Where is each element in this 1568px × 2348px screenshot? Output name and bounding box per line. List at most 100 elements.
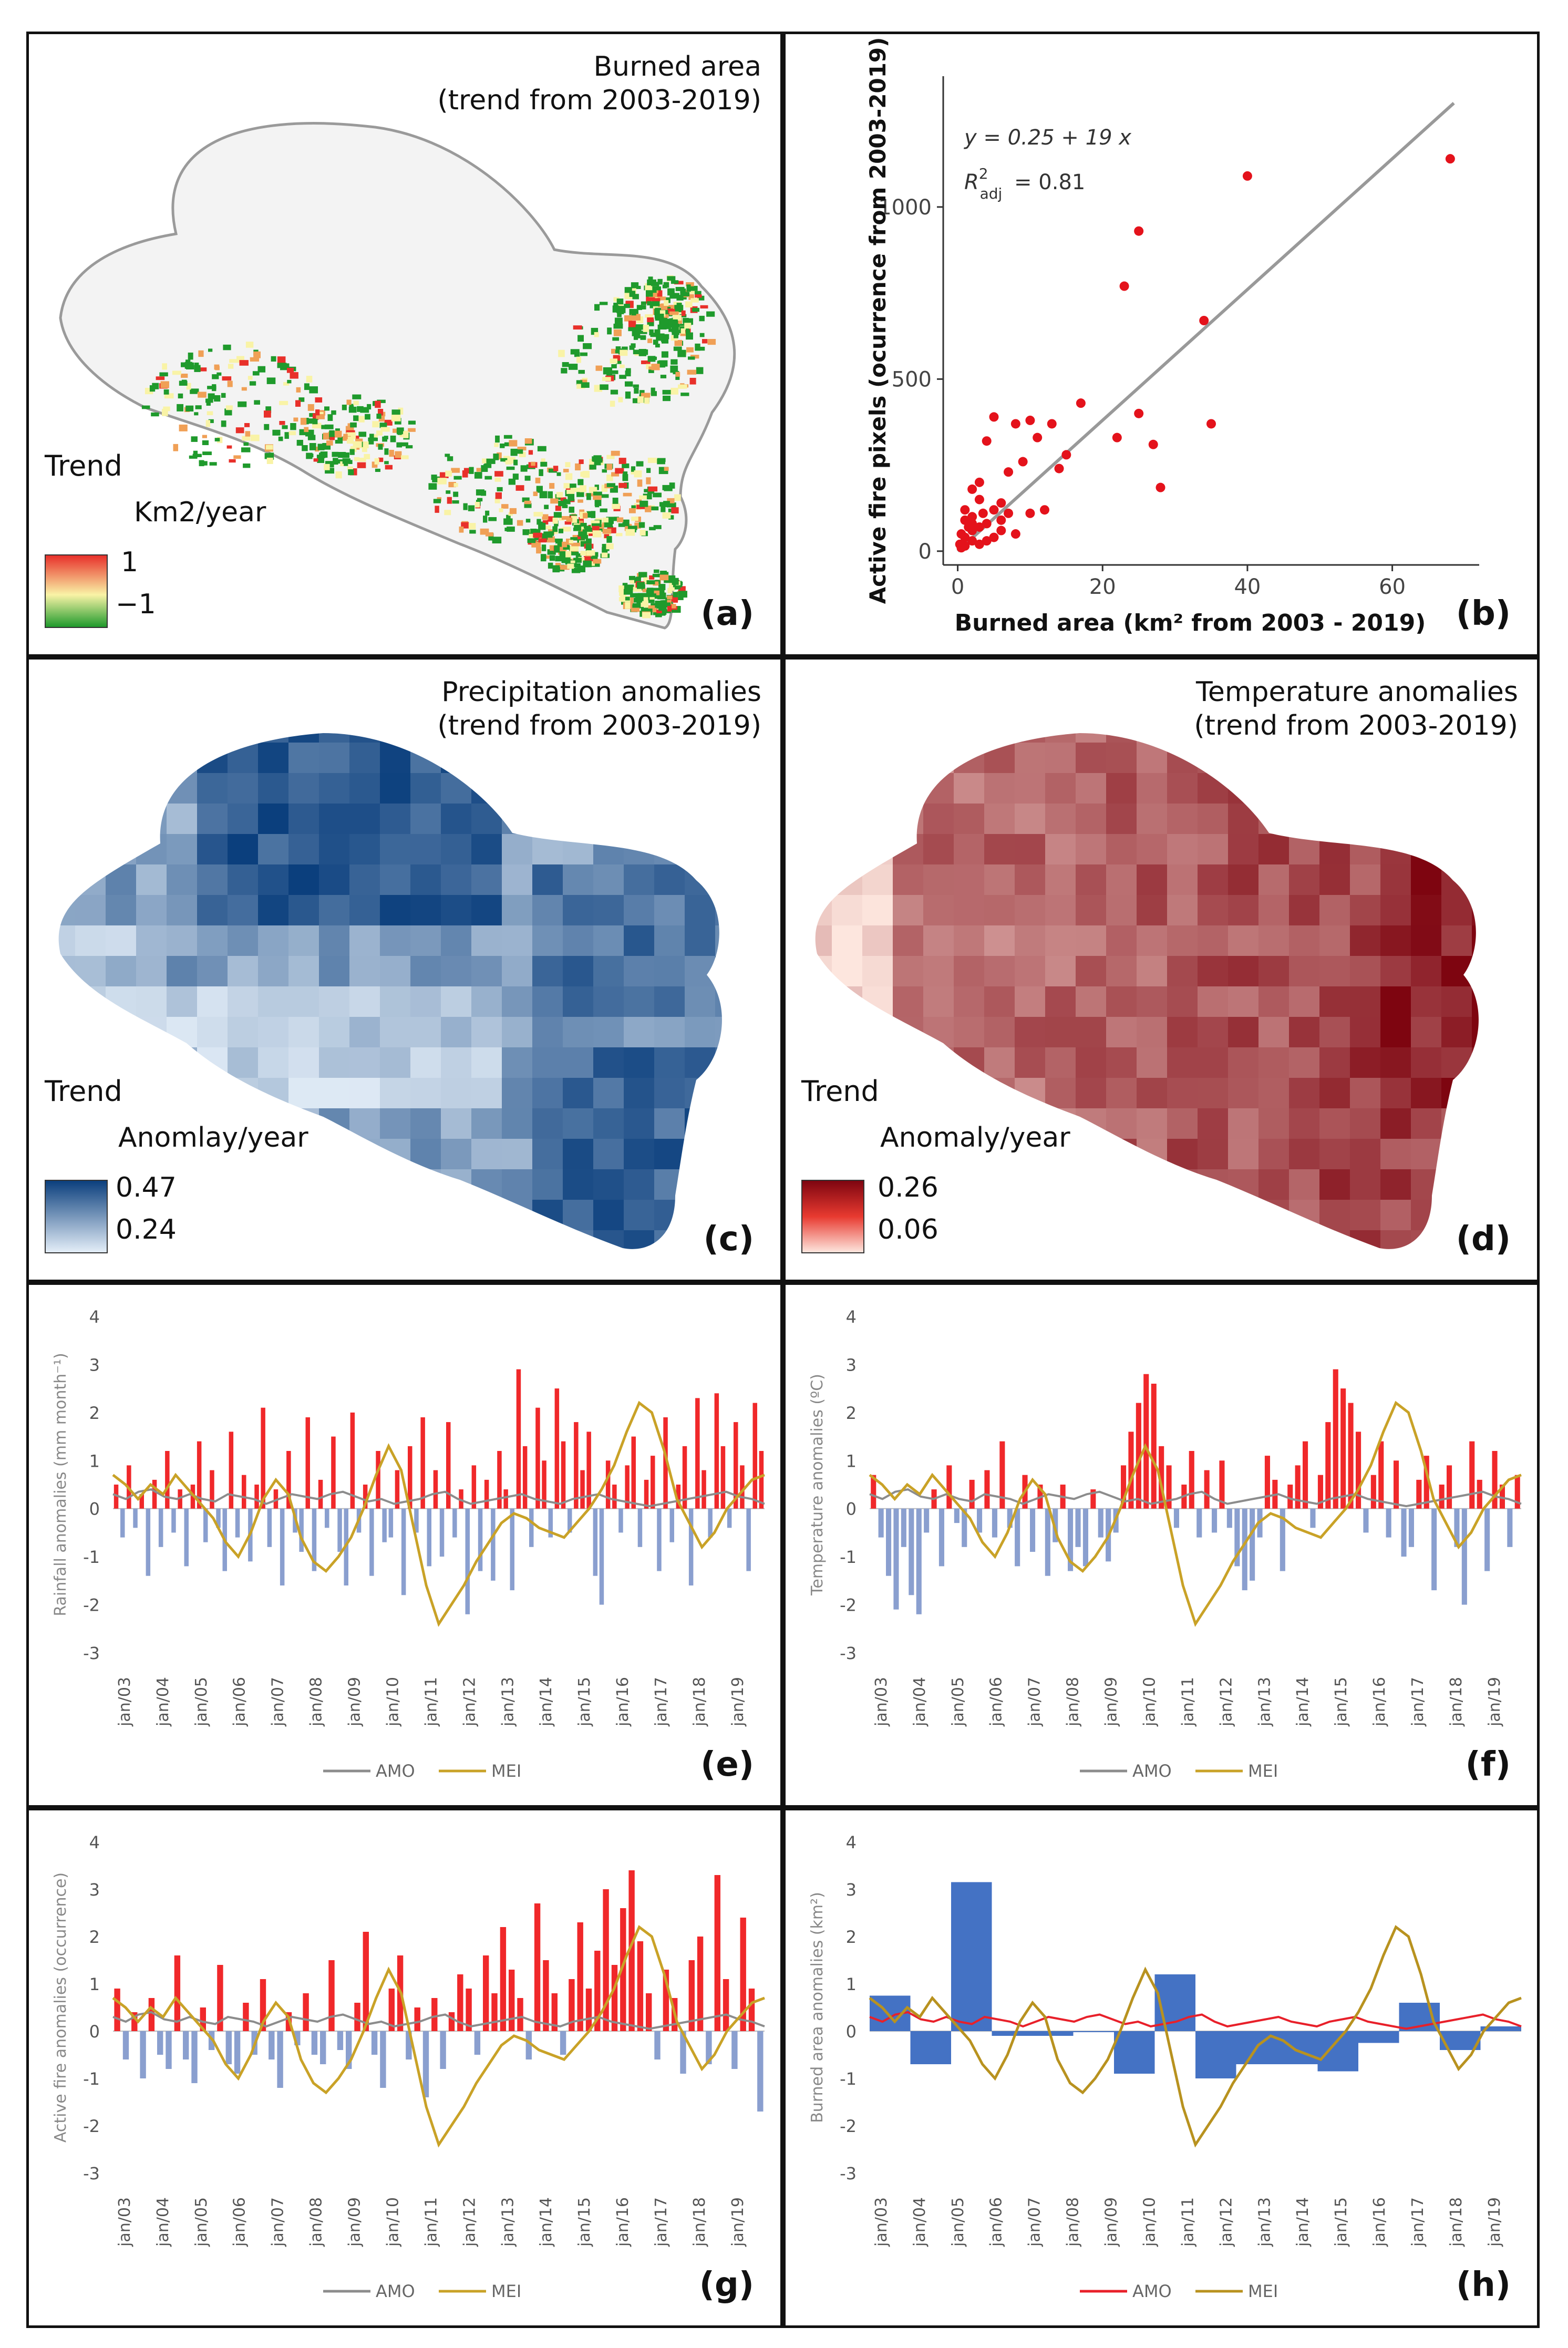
burned-pixel — [673, 315, 682, 321]
scatter-point — [1061, 450, 1071, 460]
grid-cell — [1228, 986, 1258, 1017]
panel-c-precipitation-map: Precipitation anomalies (trend from 2003… — [26, 657, 783, 1282]
burned-pixel — [352, 394, 362, 399]
burned-pixel — [560, 565, 570, 570]
anomaly-bar — [517, 1998, 523, 2031]
burned-pixel — [575, 553, 582, 558]
grid-cell — [685, 1261, 715, 1282]
grid-cell — [288, 1200, 319, 1230]
grid-cell — [685, 743, 715, 773]
grid-cell — [923, 804, 954, 834]
burned-pixel — [552, 565, 560, 573]
grid-cell — [1411, 1108, 1441, 1139]
burned-pixel — [194, 363, 199, 366]
grid-cell — [1319, 804, 1350, 834]
grid-cell — [1045, 1200, 1076, 1230]
anomaly-bar — [731, 2031, 738, 2069]
panel-d-legend-min: 0.06 — [878, 1214, 938, 1245]
grid-cell — [502, 1169, 532, 1200]
panel-d-legend-title: Trend — [801, 1075, 879, 1108]
burned-pixel — [296, 440, 303, 446]
x-tick-label: jan/07 — [1026, 1677, 1044, 1727]
grid-cell — [136, 773, 167, 804]
grid-cell — [532, 804, 563, 834]
burned-pixel — [307, 418, 316, 424]
burned-pixel — [612, 337, 620, 341]
burned-pixel — [586, 493, 591, 500]
burned-pixel — [555, 555, 565, 562]
burned-pixel — [396, 442, 403, 448]
anomaly-bar — [1114, 2031, 1155, 2074]
burned-pixel — [357, 462, 366, 468]
grid-cell — [984, 1200, 1015, 1230]
burned-pixel — [637, 595, 646, 601]
anomaly-bar — [663, 1417, 668, 1509]
grid-cell — [593, 1169, 624, 1200]
grid-cell — [1198, 1200, 1228, 1230]
burned-pixel — [618, 458, 626, 464]
anomaly-bar — [114, 1989, 120, 2031]
burned-pixel — [379, 423, 387, 428]
anomaly-bar — [1075, 1508, 1081, 1547]
burned-pixel — [555, 506, 561, 511]
y-tick-label: 1 — [846, 1451, 857, 1471]
burned-pixel — [353, 441, 362, 448]
grid-cell — [1137, 1078, 1167, 1108]
burned-pixel — [620, 349, 628, 356]
grid-cell — [319, 1169, 349, 1200]
grid-cell — [75, 743, 106, 773]
grid-cell — [136, 804, 167, 834]
grid-cell — [715, 925, 722, 956]
burned-pixel — [513, 459, 518, 466]
grid-cell — [75, 925, 106, 956]
burned-pixel — [195, 405, 202, 409]
burned-pixel — [589, 487, 597, 493]
anomaly-bar — [1492, 1451, 1498, 1509]
burned-pixel — [659, 310, 666, 317]
grid-cell — [1076, 925, 1106, 956]
burned-pixel — [594, 304, 600, 311]
y-axis-label: Active fire pixels (ocurrence from 2003-… — [865, 37, 891, 604]
burned-pixel — [668, 308, 675, 314]
grid-cell — [75, 1017, 106, 1047]
grid-cell — [832, 986, 862, 1017]
grid-cell — [502, 864, 532, 895]
burned-pixel — [631, 607, 640, 612]
grid-cell — [380, 895, 410, 925]
burned-pixel — [484, 476, 492, 480]
grid-cell — [1228, 956, 1258, 986]
grid-cell — [1411, 1230, 1441, 1249]
burned-pixel — [401, 455, 409, 459]
x-tick-label: jan/03 — [116, 1677, 134, 1727]
grid-cell — [815, 773, 832, 804]
burned-pixel — [313, 458, 318, 462]
burned-pixel — [452, 500, 459, 504]
grid-cell — [1289, 986, 1319, 1017]
burned-pixel — [593, 559, 602, 564]
grid-cell — [197, 864, 228, 895]
grid-cell — [380, 834, 410, 864]
grid-cell — [1411, 956, 1441, 986]
grid-cell — [1350, 1047, 1380, 1078]
y-tick-label: 1000 — [878, 195, 932, 220]
panel-g-active-fire-anomalies: -3 -2 -1 0 1 2 3 4 Active fire anomalies (occurr… — [26, 1808, 783, 2328]
grid-cell — [532, 864, 563, 895]
burned-pixel — [522, 497, 530, 502]
burned-pixel — [474, 472, 482, 479]
grid-cell — [1137, 804, 1167, 834]
grid-cell — [1350, 773, 1380, 804]
scatter-point — [1076, 398, 1086, 408]
burned-pixel — [504, 442, 512, 447]
burned-pixel — [225, 405, 233, 410]
burned-pixel — [647, 338, 653, 343]
y-axis-label: Burned area anomalies (km²) — [808, 1892, 827, 2123]
grid-cell — [815, 986, 832, 1017]
burned-pixel — [453, 483, 458, 487]
grid-cell — [984, 733, 1015, 743]
burned-pixel — [378, 444, 383, 450]
x-tick-label: jan/05 — [949, 2197, 967, 2247]
grid-cell — [1411, 1017, 1441, 1047]
grid-cell — [288, 743, 319, 773]
x-tick-label: jan/09 — [346, 2197, 364, 2247]
grid-cell — [1350, 804, 1380, 834]
